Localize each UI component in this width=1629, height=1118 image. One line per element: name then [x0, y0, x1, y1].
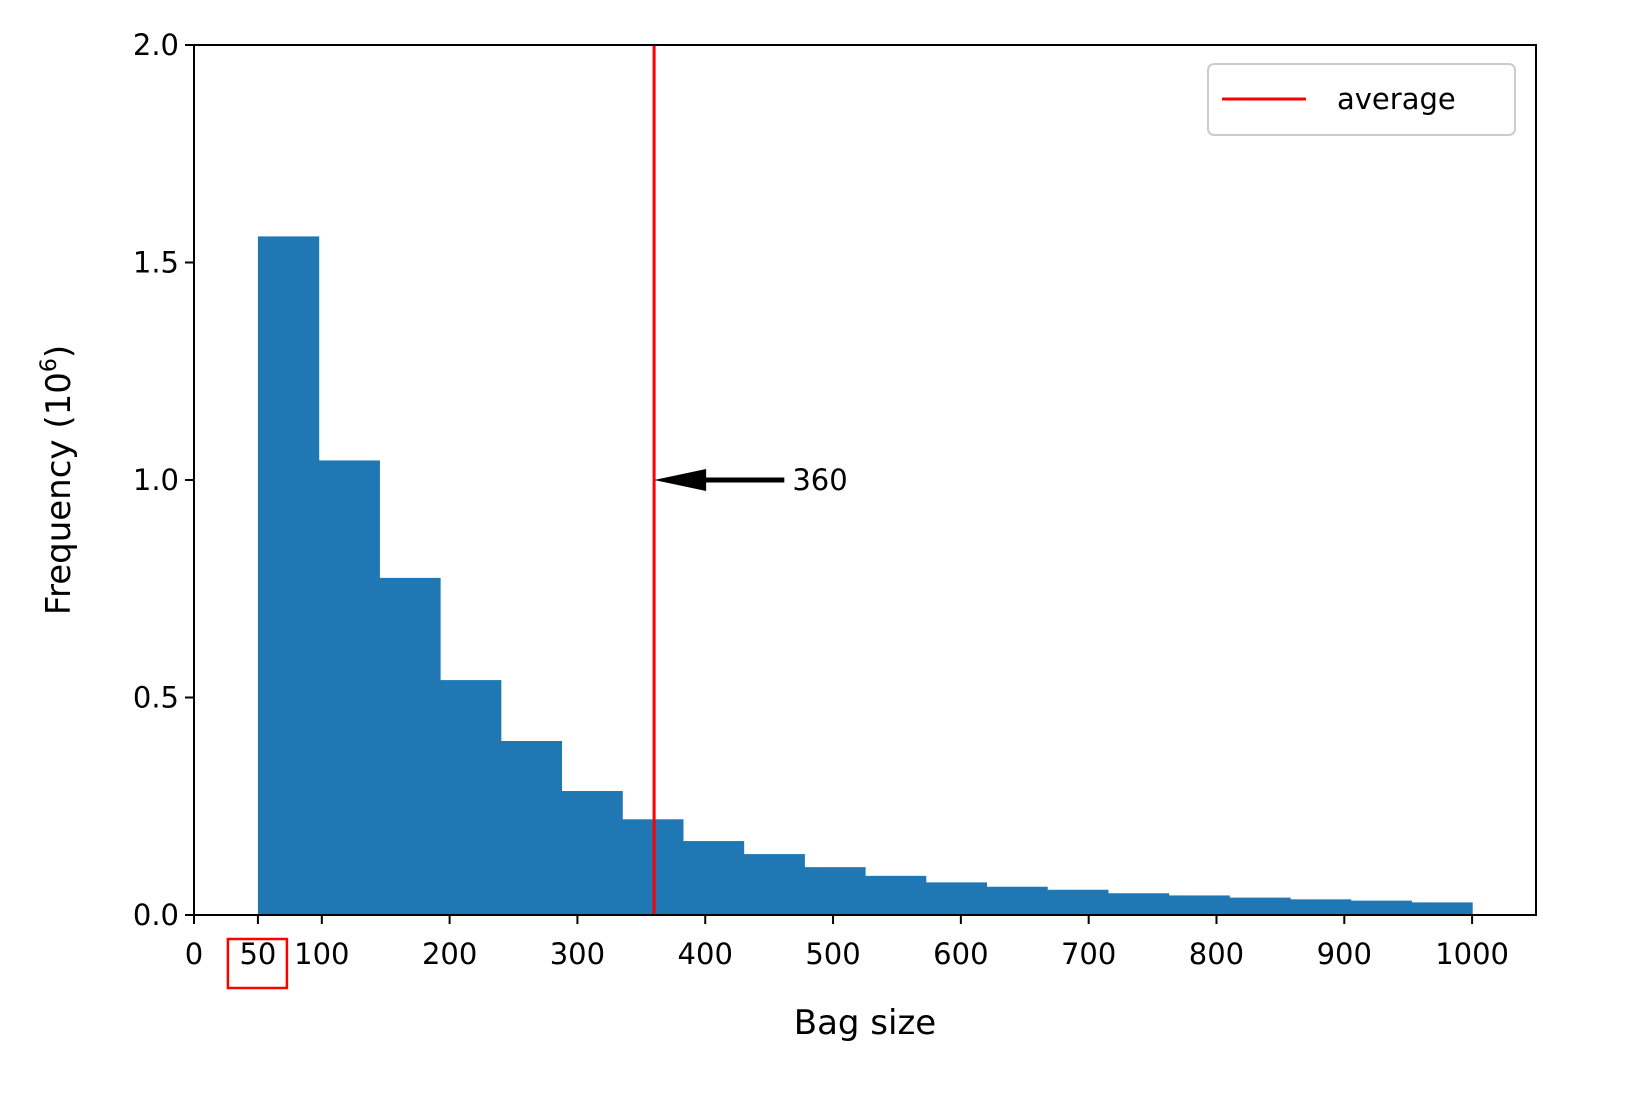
y-tick-label: 1.5 [133, 246, 179, 280]
histogram-bar [1289, 899, 1352, 915]
histogram-bar [318, 460, 380, 915]
histogram-bar [440, 680, 502, 915]
x-tick-label: 700 [1061, 937, 1116, 971]
histogram-bar [1107, 893, 1170, 915]
y-axis-label-superscript: 6 [37, 358, 62, 372]
y-tick-label: 0.0 [133, 898, 179, 932]
x-tick-label: 0 [185, 937, 203, 971]
x-tick-highlight-box [226, 937, 289, 990]
y-tick-label: 0.5 [133, 681, 179, 715]
histogram-bar [500, 741, 563, 915]
y-tick-label: 1.0 [133, 463, 179, 497]
y-axis-label: Frequency (106) [37, 345, 79, 615]
histogram-bar [561, 791, 623, 915]
x-tick-label: 100 [294, 937, 349, 971]
histogram-bar [804, 867, 866, 915]
histogram-bar [257, 236, 320, 915]
histogram-bar [1047, 889, 1109, 915]
histogram-bar [743, 854, 805, 915]
average-annotation: 360 [654, 463, 848, 497]
legend-box [1207, 63, 1516, 136]
y-tick-label: 2.0 [133, 28, 179, 62]
histogram-bar [682, 841, 745, 915]
x-tick-label: 1000 [1435, 937, 1509, 971]
histogram-bar [986, 886, 1048, 915]
x-tick-label: 900 [1317, 937, 1372, 971]
x-tick-label: 300 [550, 937, 605, 971]
x-tick-label: 600 [933, 937, 988, 971]
histogram-bar [1350, 900, 1412, 915]
x-tick-label: 800 [1189, 937, 1244, 971]
x-tick-label: 500 [805, 937, 860, 971]
y-axis-label-main: Frequency (10 [39, 372, 79, 615]
legend-label-average: average [1337, 82, 1456, 116]
annotation-arrow-head [654, 469, 707, 491]
y-axis-ticks: 0.0 0.5 1.0 1.5 2.0 [133, 28, 194, 932]
x-tick-label: 400 [678, 937, 733, 971]
histogram-bar [379, 577, 441, 915]
annotation-label: 360 [792, 463, 847, 497]
x-axis-ticks: 0 50 100 200 300 400 500 600 700 800 900 1000 [185, 915, 1509, 971]
x-axis-label: Bag size [794, 1003, 936, 1043]
histogram-bar [865, 875, 927, 915]
histogram-bar [925, 882, 988, 915]
x-tick-label: 50 [239, 937, 276, 971]
histogram-bars [257, 236, 1473, 915]
x-tick-label: 200 [422, 937, 477, 971]
y-axis-label-close: ) [39, 345, 79, 358]
histogram-bar [1411, 902, 1473, 915]
histogram-bar [1229, 897, 1291, 915]
histogram-bar [1168, 895, 1230, 915]
legend: average [1207, 63, 1516, 136]
